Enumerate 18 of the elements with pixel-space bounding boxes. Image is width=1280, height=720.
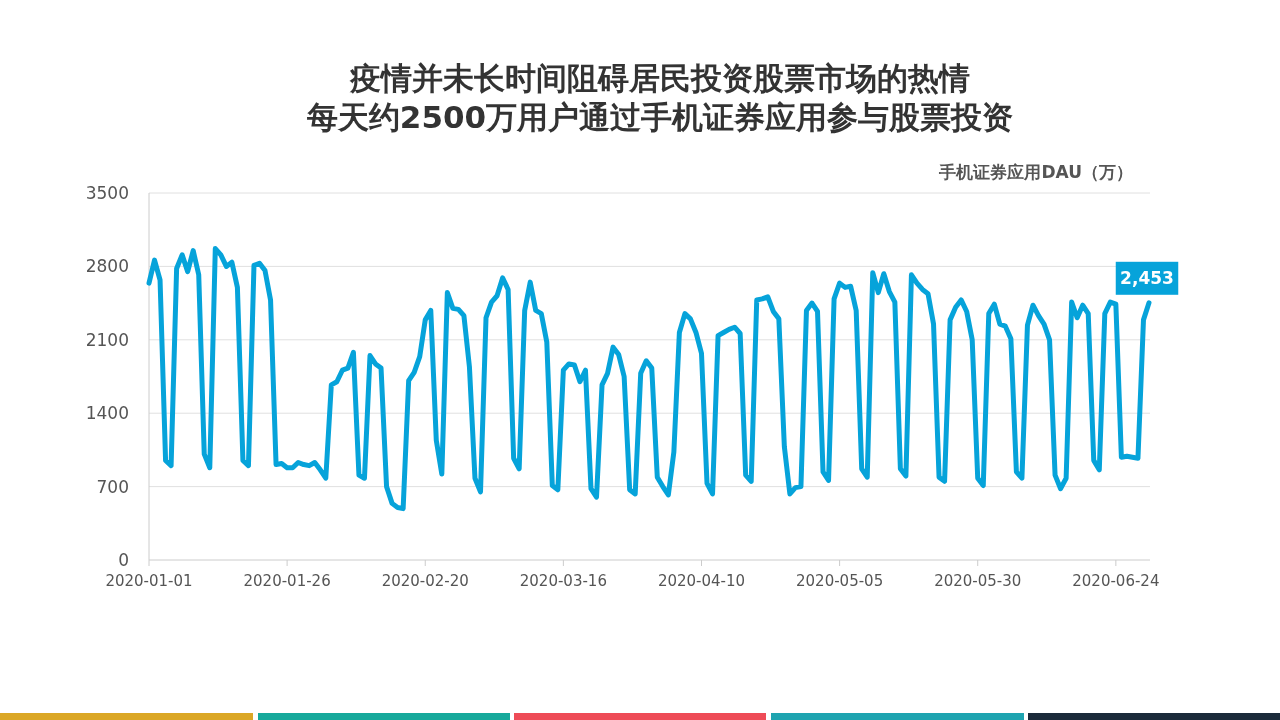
y-axis-title: 手机证券应用DAU（万） <box>938 162 1133 182</box>
x-tick-label: 2020-05-30 <box>934 572 1022 590</box>
x-tick-label: 2020-01-01 <box>105 572 193 590</box>
chart-subtitle: 每天约2500万用户通过手机证券应用参与股票投资 <box>305 99 1014 135</box>
y-tick-label: 0 <box>118 550 129 570</box>
y-tick-label: 2100 <box>85 329 129 350</box>
x-tick-label: 2020-02-20 <box>381 572 469 590</box>
y-tick-label: 1400 <box>85 403 129 424</box>
x-tick-label: 2020-06-24 <box>1072 572 1160 590</box>
y-tick-label: 700 <box>96 476 129 497</box>
y-tick-label: 3500 <box>85 183 129 203</box>
x-tick-label: 2020-04-10 <box>657 572 746 590</box>
y-tick-label: 2800 <box>85 256 129 277</box>
chart-title: 疫情并未长时间阻碍居民投资股票市场的热情 <box>349 60 970 96</box>
x-tick-label: 2020-05-05 <box>796 572 884 590</box>
x-tick-label: 2020-01-26 <box>243 572 331 590</box>
annotation: 2,453 <box>1120 268 1174 289</box>
x-tick-label: 2020-03-16 <box>519 572 607 590</box>
